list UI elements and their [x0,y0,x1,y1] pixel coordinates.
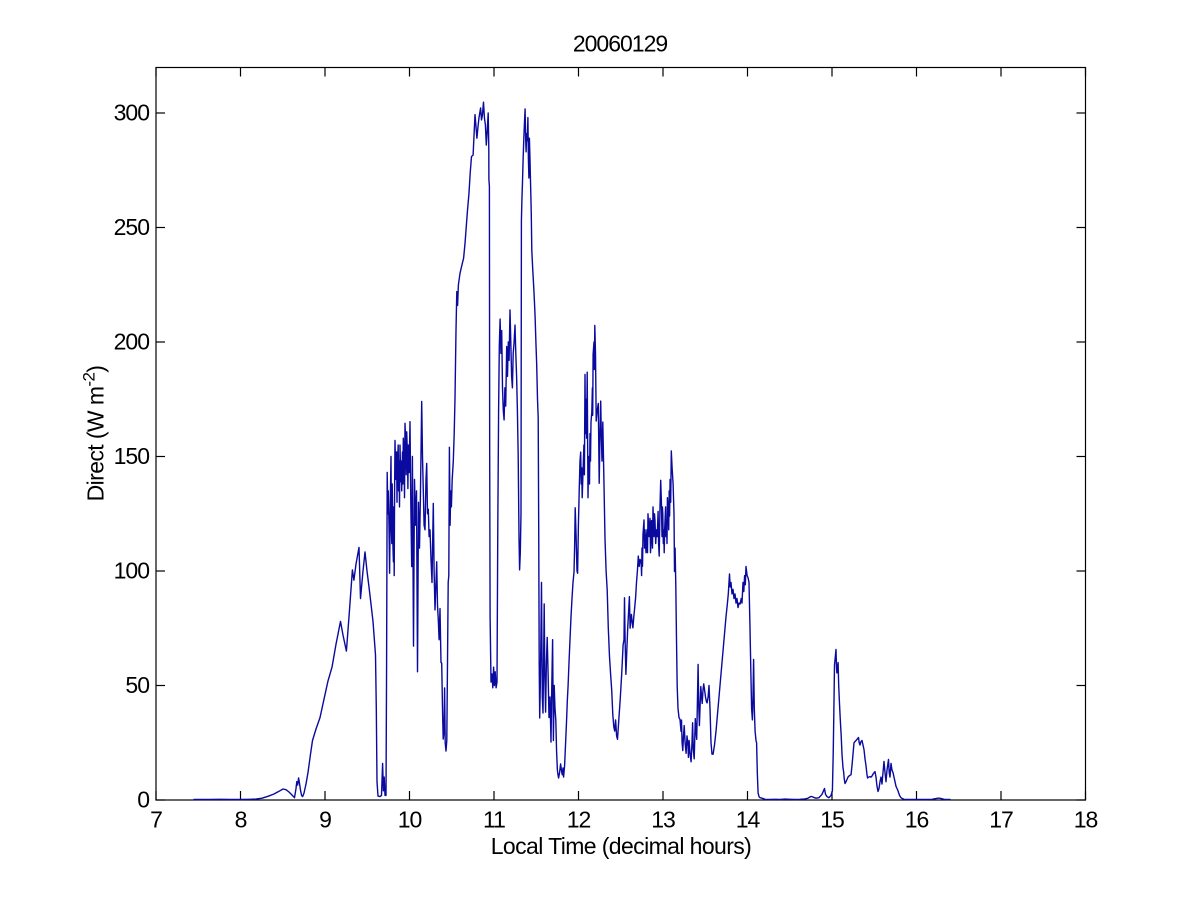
svg-text:15: 15 [820,807,844,833]
svg-text:0: 0 [137,787,149,813]
svg-text:Direct (W m-2): Direct (W m-2) [80,366,109,502]
svg-text:13: 13 [651,807,675,833]
svg-text:16: 16 [905,807,929,833]
svg-text:100: 100 [114,558,150,584]
svg-text:17: 17 [989,807,1013,833]
svg-text:10: 10 [398,807,422,833]
svg-text:18: 18 [1074,807,1098,833]
svg-text:8: 8 [235,807,247,833]
svg-text:12: 12 [567,807,591,833]
svg-text:Local Time (decimal hours): Local Time (decimal hours) [491,833,752,859]
svg-text:150: 150 [114,443,150,469]
svg-text:11: 11 [483,807,505,833]
svg-text:200: 200 [114,329,150,355]
svg-text:300: 300 [114,100,150,126]
svg-text:250: 250 [114,214,150,240]
svg-text:9: 9 [319,807,331,833]
svg-text:20060129: 20060129 [573,31,668,57]
svg-text:50: 50 [125,672,149,698]
svg-text:7: 7 [150,807,162,833]
svg-text:14: 14 [736,807,761,833]
